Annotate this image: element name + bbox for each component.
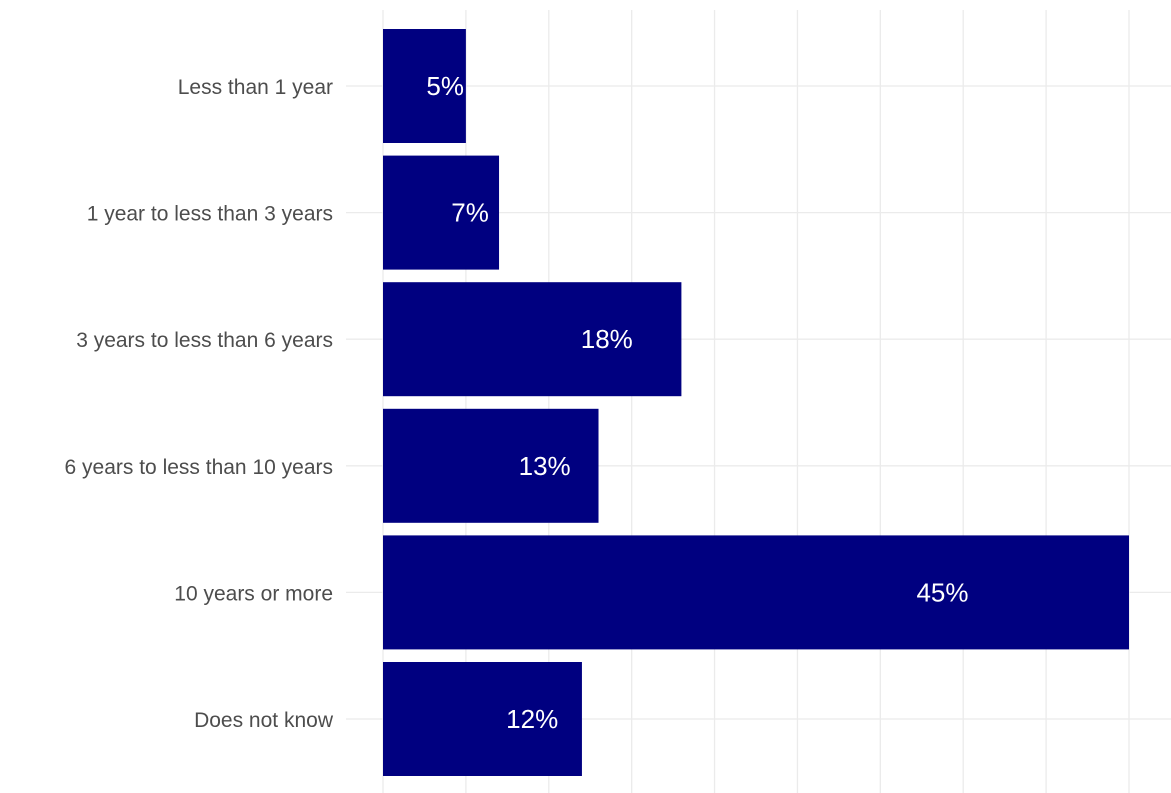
category-label: 6 years to less than 10 years <box>65 456 333 479</box>
data-label: 5% <box>426 71 464 101</box>
category-axis-labels: Less than 1 year 1 year to less than 3 ye… <box>65 76 334 732</box>
bar <box>383 535 1129 650</box>
category-label: 1 year to less than 3 years <box>87 203 333 226</box>
data-labels: 5% 7% 18% 13% 45% 12% <box>426 71 968 734</box>
bar <box>383 155 500 270</box>
data-label: 18% <box>581 324 633 354</box>
data-label: 7% <box>451 198 489 228</box>
category-label: Does not know <box>194 709 334 732</box>
bar <box>383 29 466 143</box>
data-label: 13% <box>519 451 571 481</box>
category-label: 10 years or more <box>174 582 333 605</box>
bars <box>383 29 1129 776</box>
data-label: 45% <box>916 577 968 607</box>
data-label: 12% <box>506 704 558 734</box>
category-label: 3 years to less than 6 years <box>76 329 333 352</box>
bar <box>383 408 599 523</box>
category-label: Less than 1 year <box>178 76 333 99</box>
bar <box>383 282 682 397</box>
bar <box>383 662 582 776</box>
